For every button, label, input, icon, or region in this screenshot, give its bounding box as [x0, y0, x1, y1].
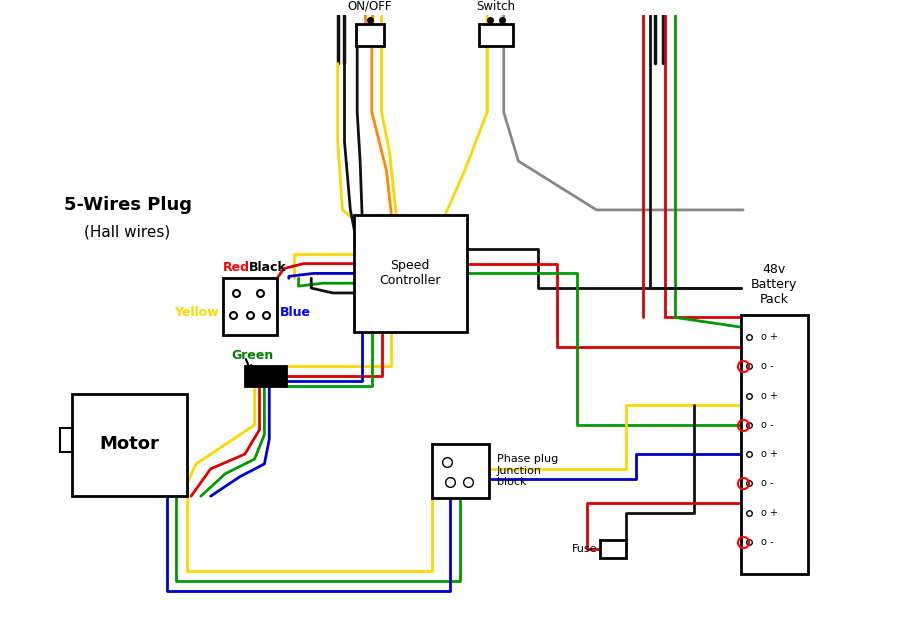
Text: Motor: Motor	[100, 435, 159, 454]
Bar	[60, 428, 72, 452]
Text: 48v
Battery
Pack: 48v Battery Pack	[752, 263, 797, 306]
Bar	[245, 366, 286, 386]
Text: Fuse: Fuse	[572, 544, 598, 554]
Bar	[223, 278, 277, 335]
Text: o +: o +	[760, 391, 778, 401]
Bar	[600, 540, 626, 558]
Text: o +: o +	[760, 449, 778, 459]
Text: 5-Wires Plug: 5-Wires Plug	[64, 196, 192, 214]
Bar	[741, 316, 807, 575]
Text: o -: o -	[760, 361, 773, 371]
Text: o -: o -	[760, 420, 773, 430]
Text: Blue: Blue	[280, 306, 311, 319]
Bar	[355, 215, 466, 332]
Text: o +: o +	[760, 332, 778, 342]
Text: o -: o -	[760, 478, 773, 488]
Bar	[432, 444, 489, 498]
Text: Black: Black	[248, 261, 286, 275]
Text: Yellow: Yellow	[174, 306, 219, 319]
Text: Green: Green	[231, 348, 274, 362]
Text: o +: o +	[760, 508, 778, 518]
Text: (Hall wires): (Hall wires)	[84, 225, 170, 240]
Bar	[356, 25, 383, 46]
Text: Phase plug
Junction
block: Phase plug Junction block	[497, 454, 558, 488]
Text: Red: Red	[222, 261, 249, 275]
Text: o -: o -	[760, 537, 773, 547]
Text: Speed
Controller: Speed Controller	[379, 260, 441, 287]
Bar	[72, 394, 187, 496]
Bar	[480, 25, 512, 46]
Text: Switch: Switch	[476, 0, 516, 13]
Text: ON/OFF: ON/OFF	[347, 0, 392, 13]
